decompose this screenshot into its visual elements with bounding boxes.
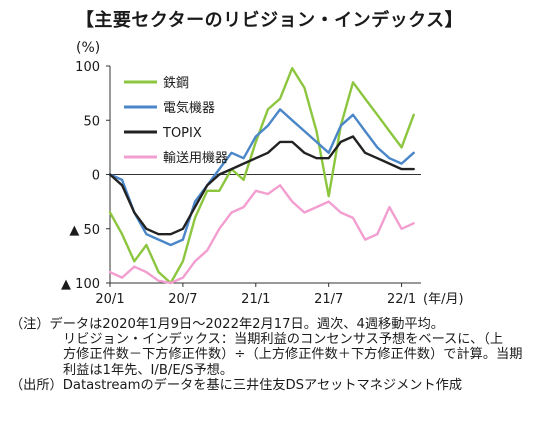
series-line: [108, 135, 415, 236]
series-line: [108, 184, 415, 285]
x-tick-label: 20/7: [168, 292, 197, 307]
y-tick-label: 50: [83, 114, 100, 129]
note-line-2: リビジョン・インデックス：当期利益のコンセンサス予想をベースに、（上: [63, 332, 504, 348]
y-tick-label: 100: [75, 60, 100, 75]
note-line-3: 方修正件数－下方修正件数）÷（上方修正件数＋下方修正件数）で計算。当期利益は1年…: [63, 347, 523, 378]
legend-label: TOPIX: [162, 126, 202, 141]
legend-label: 鉄鋼: [163, 76, 189, 91]
series-line: [108, 108, 415, 247]
y-tick-label: ▲ 50: [69, 223, 100, 238]
y-axis-unit: (%): [76, 40, 101, 56]
x-tick-label: 21/1: [241, 292, 270, 307]
chart-notes: （注）データは2020年1月9日～2022年2月17日。週次、4週移動平均。 リ…: [10, 317, 534, 393]
x-axis-label: (年/月): [423, 292, 464, 307]
note-line-1: （注）データは2020年1月9日～2022年2月17日。週次、4週移動平均。: [10, 317, 444, 332]
y-tick-label: ▲ 100: [61, 277, 100, 292]
x-tick-label: 20/1: [95, 292, 124, 307]
y-tick-label: 0: [92, 169, 100, 184]
note-line-4: （出所）Datastreamのデータを基に三井住友DSアセットマネジメント作成: [10, 377, 463, 393]
series-line: [108, 66, 415, 285]
legend-label: 輸送用機器: [163, 151, 228, 166]
x-tick-label: 22/1: [387, 292, 416, 307]
chart-series: [108, 66, 415, 285]
chart-title: 【主要セクターのリビジョン・インデックス】: [75, 10, 464, 31]
x-tick-label: 21/7: [314, 292, 343, 307]
legend-label: 電気機器: [163, 100, 215, 116]
